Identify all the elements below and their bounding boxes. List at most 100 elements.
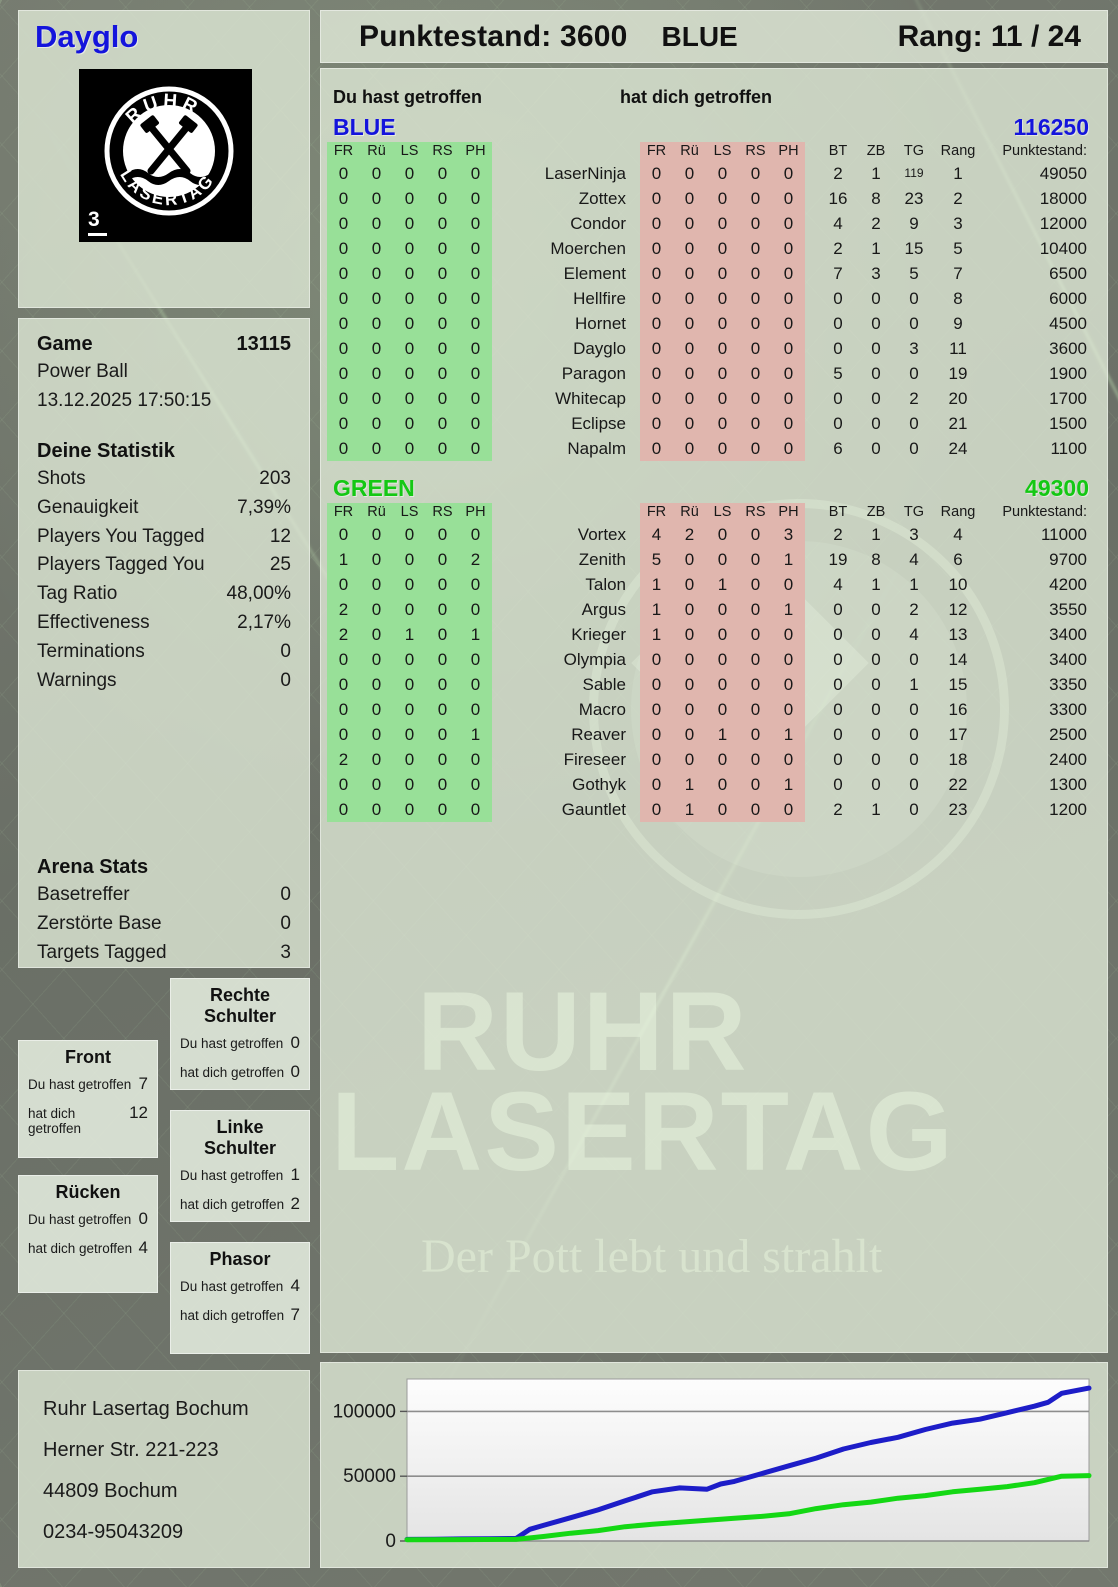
cell-hit: 0 xyxy=(426,547,459,572)
cell-hit: 0 xyxy=(426,672,459,697)
cell-hit: 2 xyxy=(327,622,360,647)
col-gap xyxy=(805,142,819,161)
table-row[interactable]: 2 0 0 0 0 Argus 1 0 0 0 1 0 0 2 12 3550 xyxy=(327,597,1101,622)
stat-row: Players You Tagged 12 xyxy=(37,523,291,552)
stat-value: 0 xyxy=(280,641,291,662)
cell-got: 1 xyxy=(640,597,673,622)
table-row[interactable]: 1 0 0 0 2 Zenith 5 0 0 0 1 19 8 4 6 9700 xyxy=(327,547,1101,572)
cell-hit: 1 xyxy=(459,622,492,647)
cell-hit: 0 xyxy=(393,797,426,822)
cell-hit: 0 xyxy=(393,672,426,697)
cell-bt: 0 xyxy=(833,774,843,794)
table-row[interactable]: 0 0 0 0 0 Hellfire 0 0 0 0 0 0 0 0 8 6000 xyxy=(327,286,1101,311)
cell-hit: 0 xyxy=(393,286,426,311)
cell-hit: 0 xyxy=(426,747,459,772)
table-row[interactable]: 0 0 0 0 0 Eclipse 0 0 0 0 0 0 0 0 21 1500 xyxy=(327,411,1101,436)
cell-hit: 0 xyxy=(327,772,360,797)
arena-stats-list: Basetreffer 0 Zerstörte Base 0 Targets Tagge… xyxy=(37,881,291,968)
col-header-hit-FR: FR xyxy=(327,142,360,161)
table-row[interactable]: 0 0 0 0 0 Element 0 0 0 0 0 7 3 5 7 6500 xyxy=(327,261,1101,286)
cell-gap xyxy=(805,161,819,186)
table-row[interactable]: 0 0 0 0 0 Condor 0 0 0 0 0 4 2 9 3 12000 xyxy=(327,211,1101,236)
game-datetime: 13.12.2025 17:50:15 xyxy=(37,389,212,411)
stat-value: 12 xyxy=(269,525,291,547)
cell-rang: 7 xyxy=(953,263,963,283)
cell-bt: 2 xyxy=(833,163,843,183)
col-header-hit-RS: RS xyxy=(426,503,459,522)
table-row[interactable]: 0 0 0 0 0 Gothyk 0 1 0 0 1 0 0 0 22 1300 xyxy=(327,772,1101,797)
spacer xyxy=(37,696,291,856)
cell-hit: 0 xyxy=(327,797,360,822)
cell-hit: 0 xyxy=(393,772,426,797)
cell-got: 0 xyxy=(772,672,805,697)
table-row[interactable]: 0 0 0 0 0 Olympia 0 0 0 0 0 0 0 0 14 3400 xyxy=(327,647,1101,672)
table-row[interactable]: 2 0 1 0 1 Krieger 1 0 0 0 0 0 0 4 13 3400 xyxy=(327,622,1101,647)
cell-hit: 0 xyxy=(459,647,492,672)
team-table-green: FR Rü LS RS PH FR Rü LS RS PH BT ZB TG Rang Punktestan… xyxy=(327,503,1101,822)
table-row[interactable]: 0 0 0 0 0 Whitecap 0 0 0 0 0 0 0 2 20 1700 xyxy=(327,386,1101,411)
cell-bt: 0 xyxy=(833,338,843,358)
cell-got: 5 xyxy=(640,547,673,572)
table-row[interactable]: 0 0 0 0 0 Paragon 0 0 0 0 0 5 0 0 19 1900 xyxy=(327,361,1101,386)
chart-ytick-label: 0 xyxy=(385,1531,396,1552)
col-header-hit-PH: PH xyxy=(459,142,492,161)
cell-got: 0 xyxy=(772,572,805,597)
cell-points: 9700 xyxy=(1049,549,1087,569)
cell-hit: 0 xyxy=(327,522,360,547)
cell-zb: 0 xyxy=(871,438,881,458)
cell-tg: 0 xyxy=(909,749,919,769)
cell-bt: 0 xyxy=(833,288,843,308)
cell-rang: 6 xyxy=(953,549,963,569)
cell-gap xyxy=(805,647,819,672)
cell-hit: 0 xyxy=(426,186,459,211)
zone-title: Rechte Schulter xyxy=(203,985,277,1026)
table-row[interactable]: 0 0 0 0 0 Napalm 0 0 0 0 0 6 0 0 24 1100 xyxy=(327,436,1101,461)
cell-got: 0 xyxy=(673,647,706,672)
arena-stat-label: Targets Tagged xyxy=(37,941,167,963)
zone-title: Front xyxy=(65,1047,111,1067)
table-row[interactable]: 0 0 0 0 0 LaserNinja 0 0 0 0 0 2 1 119 1 49050 xyxy=(327,161,1101,186)
cell-bt: 4 xyxy=(833,213,843,233)
cell-tg: 4 xyxy=(909,624,919,644)
table-row[interactable]: 0 0 0 0 0 Zottex 0 0 0 0 0 16 8 23 2 18000 xyxy=(327,186,1101,211)
zone-got-label: hat dich getroffen xyxy=(180,1065,285,1080)
cell-hit: 0 xyxy=(360,436,393,461)
table-row[interactable]: 0 0 0 0 0 Moerchen 0 0 0 0 0 2 1 15 5 10400 xyxy=(327,236,1101,261)
cell-rang: 20 xyxy=(948,388,968,408)
col-header-got-RS: RS xyxy=(739,142,772,161)
table-row[interactable]: 0 0 0 0 0 Macro 0 0 0 0 0 0 0 0 16 3300 xyxy=(327,697,1101,722)
cell-tg: 0 xyxy=(909,649,919,669)
cell-tg: 119 xyxy=(895,161,933,186)
table-row[interactable]: 0 0 0 0 0 Dayglo 0 0 0 0 0 0 0 3 11 3600 xyxy=(327,336,1101,361)
table-row[interactable]: 0 0 0 0 0 Vortex 4 2 0 0 3 2 1 3 4 11000 xyxy=(327,522,1101,547)
cell-got: 0 xyxy=(772,361,805,386)
table-row[interactable]: 0 0 0 0 0 Talon 1 0 1 0 0 4 1 1 10 4200 xyxy=(327,572,1101,597)
arena-stats-header: Arena Stats xyxy=(37,856,291,879)
cell-gap xyxy=(805,772,819,797)
table-row[interactable]: 0 0 0 0 0 Sable 0 0 0 0 0 0 0 1 15 3350 xyxy=(327,672,1101,697)
cell-got: 0 xyxy=(706,797,739,822)
cell-got: 0 xyxy=(739,386,772,411)
cell-hit: 0 xyxy=(393,436,426,461)
table-row[interactable]: 0 0 0 0 0 Gauntlet 0 1 0 0 0 2 1 0 23 1200 xyxy=(327,797,1101,822)
cell-got: 0 xyxy=(739,597,772,622)
cell-got: 0 xyxy=(739,547,772,572)
chart-ytick-label: 100000 xyxy=(333,1401,396,1422)
table-row[interactable]: 2 0 0 0 0 Fireseer 0 0 0 0 0 0 0 0 18 2400 xyxy=(327,747,1101,772)
cell-points: 1500 xyxy=(1049,413,1087,433)
col-gap xyxy=(805,503,819,522)
cell-hit: 0 xyxy=(459,797,492,822)
cell-got: 0 xyxy=(640,311,673,336)
cell-hit: 0 xyxy=(360,572,393,597)
cell-hit: 0 xyxy=(426,622,459,647)
cell-bt: 0 xyxy=(833,599,843,619)
game-mode: Power Ball xyxy=(37,361,128,382)
cell-got: 0 xyxy=(706,436,739,461)
header-bar: Punktestand: 3600 BLUE Rang: 11 / 24 xyxy=(320,10,1108,63)
cell-hit: 0 xyxy=(426,722,459,747)
cell-got: 0 xyxy=(739,622,772,647)
chart-series-green xyxy=(404,1473,1092,1543)
table-row[interactable]: 0 0 0 0 1 Reaver 0 0 1 0 1 0 0 0 17 2500 xyxy=(327,722,1101,747)
table-row[interactable]: 0 0 0 0 0 Hornet 0 0 0 0 0 0 0 0 9 4500 xyxy=(327,311,1101,336)
cell-hit: 0 xyxy=(426,161,459,186)
